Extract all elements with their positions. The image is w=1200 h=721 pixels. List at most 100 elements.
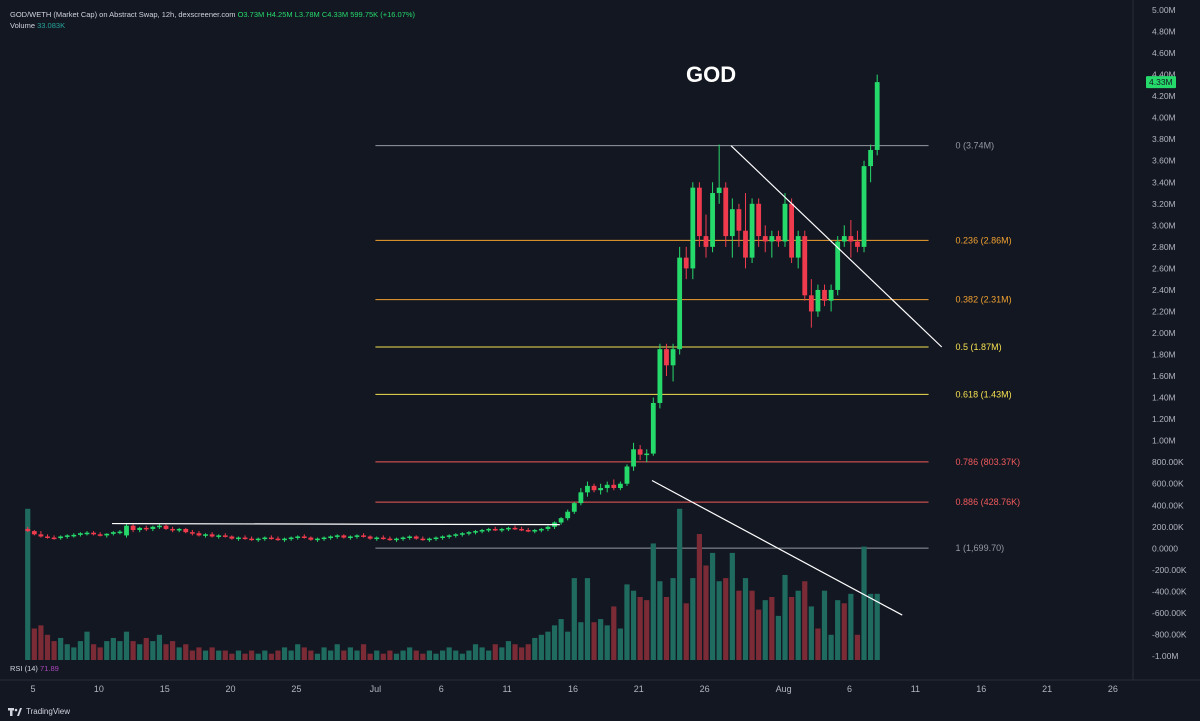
- candle-body: [459, 533, 465, 535]
- candle-body: [400, 537, 406, 540]
- trendline[interactable]: [112, 522, 560, 526]
- candle-body: [591, 485, 597, 491]
- x-tick-label: 10: [94, 684, 104, 694]
- candle-body: [31, 531, 37, 535]
- y-tick-label: 1.00M: [1152, 436, 1176, 446]
- volume-bar: [347, 647, 353, 660]
- current-price-badge: [1146, 76, 1176, 89]
- volume-bar: [222, 650, 228, 660]
- candle-body: [288, 537, 294, 540]
- x-tick-label: 16: [568, 684, 578, 694]
- y-tick-label: 0.0000: [1152, 543, 1178, 553]
- y-tick-label: 4.80M: [1152, 27, 1176, 37]
- candle-body: [374, 537, 380, 540]
- volume-bar: [519, 647, 525, 660]
- tradingview-logo[interactable]: TradingView: [8, 707, 70, 716]
- x-tick-label: 26: [1108, 684, 1118, 694]
- volume-bar: [433, 653, 439, 660]
- volume-bar: [795, 590, 801, 660]
- candle-body: [486, 528, 492, 531]
- candle-body: [874, 82, 880, 150]
- fib-level-label: 0 (3.74M): [956, 141, 995, 151]
- candle-body: [822, 289, 827, 301]
- volume-bar: [387, 650, 393, 660]
- y-tick-label: 2.20M: [1152, 306, 1176, 316]
- y-tick-label: 1.60M: [1152, 371, 1176, 381]
- volume-bar: [301, 647, 307, 660]
- fib-level-label: 0.5 (1.87M): [956, 342, 1002, 352]
- volume-bar: [374, 650, 380, 660]
- volume-bar: [97, 647, 103, 660]
- candle-body: [466, 532, 472, 534]
- candle-body: [321, 537, 327, 540]
- candle-body: [624, 466, 630, 484]
- trendline[interactable]: [730, 145, 943, 348]
- open-value: O3.73M: [237, 10, 265, 19]
- volume-bar: [84, 631, 90, 660]
- candle-body: [762, 236, 768, 242]
- y-tick-label: 3.00M: [1152, 220, 1176, 230]
- candle-body: [394, 538, 399, 541]
- candle-body: [808, 295, 814, 312]
- volume-bar: [769, 597, 775, 660]
- candle-body: [282, 538, 287, 541]
- chart-header: GOD/WETH (Market Cap) on Abstract Swap, …: [10, 10, 415, 19]
- y-tick-label: 2.60M: [1152, 263, 1176, 273]
- candle-body: [222, 535, 228, 537]
- volume-bar: [868, 593, 874, 660]
- y-tick-label: 1.20M: [1152, 414, 1176, 424]
- candle-body: [723, 187, 729, 237]
- rsi-value: 71.89: [40, 664, 59, 673]
- volume-bar: [821, 590, 828, 660]
- volume-bar: [314, 653, 321, 660]
- candle-body: [196, 533, 202, 536]
- volume-bar: [209, 647, 215, 660]
- volume-bar: [624, 584, 630, 660]
- volume-bar: [861, 546, 867, 660]
- candle-body: [716, 187, 722, 194]
- candle-body: [492, 528, 498, 531]
- y-tick-label: -800.00K: [1152, 629, 1187, 639]
- y-tick-label: 3.40M: [1152, 177, 1176, 187]
- volume-bar: [584, 578, 591, 660]
- volume-bar: [815, 628, 821, 660]
- volume-bar: [716, 581, 722, 660]
- volume-bar: [670, 578, 676, 660]
- candle-body: [769, 236, 775, 242]
- candle-body: [176, 528, 182, 531]
- candle-body: [97, 534, 103, 536]
- candle-body: [743, 230, 748, 258]
- candle-body: [216, 535, 222, 537]
- volume-bar: [413, 650, 419, 660]
- current-price-label: 4.33M: [1149, 77, 1173, 87]
- volume-bar: [650, 543, 656, 660]
- volume-bar: [288, 650, 294, 660]
- volume-bar: [703, 565, 709, 660]
- candle-body: [729, 209, 735, 237]
- candle-body: [868, 149, 874, 167]
- volume-bar: [275, 650, 281, 660]
- volume-bar: [854, 634, 861, 660]
- fib-level-label: 0.786 (803.37K): [956, 457, 1021, 467]
- candle-body: [473, 531, 478, 533]
- volume-bar: [44, 634, 51, 660]
- candle-body: [124, 525, 129, 536]
- chart-title: GOD: [686, 62, 737, 87]
- volume-bar: [354, 650, 360, 660]
- rsi-label: RSI (14): [10, 664, 38, 673]
- x-tick-label: 6: [439, 684, 444, 694]
- volume-bar: [407, 647, 413, 660]
- y-tick-label: 4.60M: [1152, 48, 1176, 58]
- volume-bar: [466, 650, 472, 660]
- candle-body: [58, 536, 64, 539]
- volume-bar: [123, 631, 130, 660]
- volume-bar: [723, 578, 729, 660]
- candle-body: [499, 528, 505, 531]
- candle-body: [341, 535, 347, 538]
- volume-bar: [591, 622, 597, 660]
- volume-bar: [835, 600, 841, 660]
- trendline[interactable]: [651, 479, 903, 616]
- candle-body: [697, 187, 702, 237]
- candle-body: [104, 533, 110, 536]
